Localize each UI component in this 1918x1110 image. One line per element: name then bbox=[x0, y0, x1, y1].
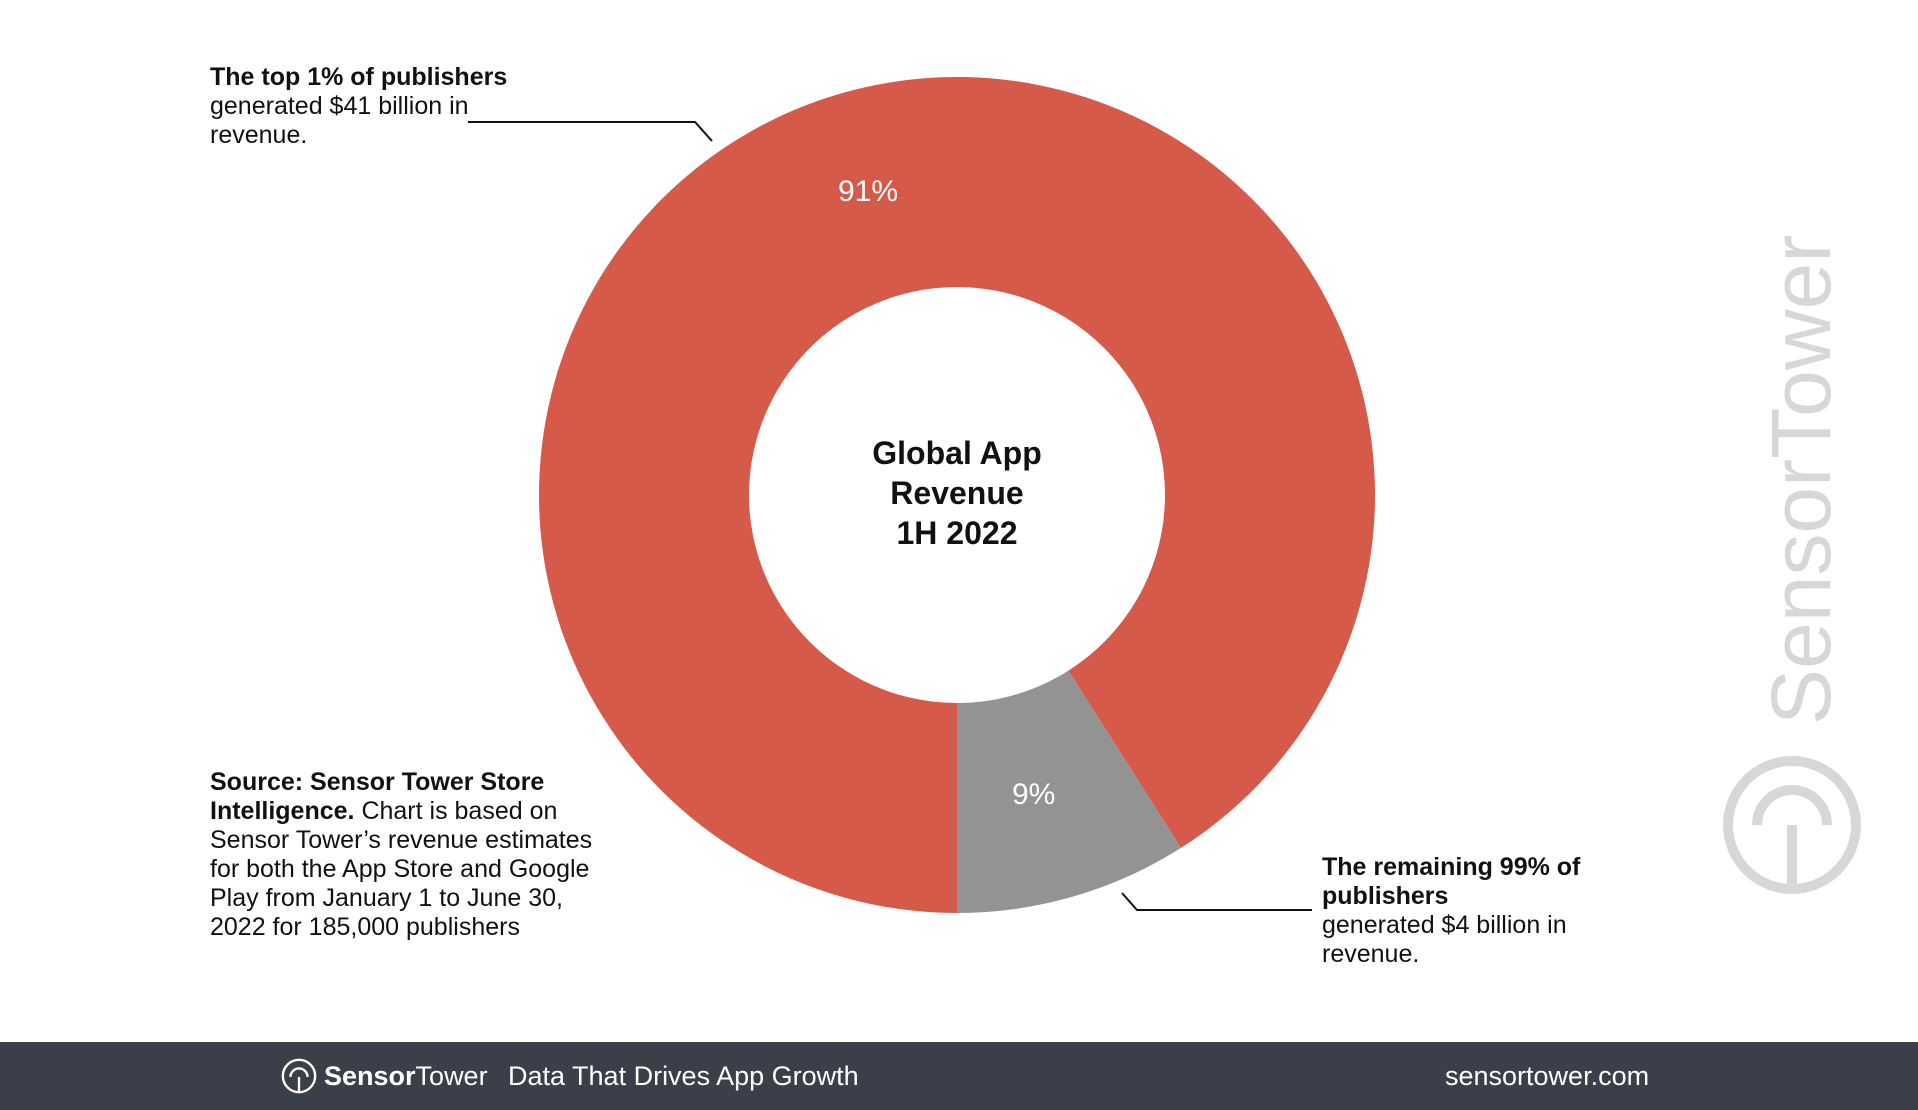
annotation-top-publishers: The top 1% of publishers generated $41 b… bbox=[210, 63, 510, 150]
chart-title-line-3: 1H 2022 bbox=[896, 515, 1018, 551]
annotation-remaining-publishers: The remaining 99% of publishers generate… bbox=[1322, 853, 1622, 969]
chart-title: Global App Revenue 1H 2022 bbox=[757, 433, 1157, 553]
source-bold: Source: Sensor Tower Store Intelligence. bbox=[210, 768, 545, 825]
footer-bar: Sensor Tower Data That Drives App Growth … bbox=[0, 1042, 1918, 1110]
watermark-text: SensorTower bbox=[1754, 235, 1848, 725]
sensortower-logo-icon bbox=[281, 1058, 317, 1094]
footer-tagline: Data That Drives App Growth bbox=[508, 1061, 859, 1091]
chart-title-line-1: Global App bbox=[872, 435, 1042, 471]
footer-brand[interactable]: Sensor Tower bbox=[280, 1056, 488, 1096]
slice-remaining-publishers bbox=[957, 670, 1181, 913]
annotation-top-text: generated $41 billion in revenue. bbox=[210, 92, 469, 149]
slice-label-remaining-publishers: 9% bbox=[1012, 778, 1056, 811]
source-text: Chart is based on Sensor Tower’s revenue… bbox=[210, 797, 593, 941]
footer-site-link[interactable]: sensortower.com bbox=[1445, 1061, 1650, 1091]
leader-line-top bbox=[468, 121, 713, 142]
sensortower-logo-icon bbox=[1723, 756, 1861, 894]
slice-top-publishers bbox=[538, 76, 1375, 913]
annotation-bottom-text: generated $4 billion in revenue. bbox=[1322, 911, 1567, 968]
donut-chart bbox=[468, 76, 1375, 913]
footer-brand-tower: Tower bbox=[415, 1060, 488, 1091]
sensortower-watermark: SensorTower bbox=[1723, 235, 1861, 894]
leader-line-bottom bbox=[1121, 892, 1312, 911]
slice-label-top-publishers: 91% bbox=[838, 175, 899, 208]
annotation-bottom-bold: The remaining 99% of publishers bbox=[1322, 853, 1581, 910]
annotation-top-bold: The top 1% of publishers bbox=[210, 63, 508, 91]
source-note: Source: Sensor Tower Store Intelligence.… bbox=[210, 768, 600, 942]
footer-brand-sensor: Sensor bbox=[324, 1060, 416, 1091]
chart-title-line-2: Revenue bbox=[890, 475, 1024, 511]
